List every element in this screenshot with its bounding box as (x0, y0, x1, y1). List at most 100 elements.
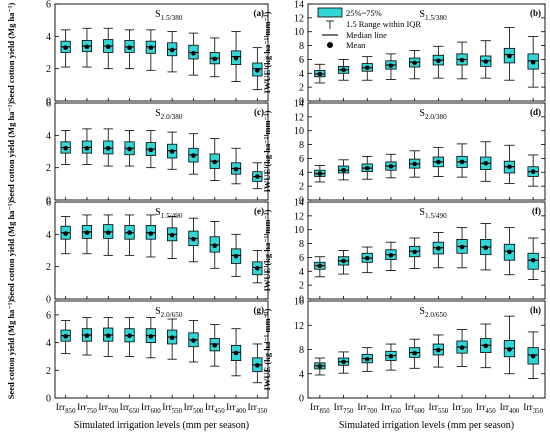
mean-point (507, 53, 512, 59)
mean-point (388, 253, 394, 258)
y-tick-label: 8 (299, 345, 304, 356)
box-plot (456, 329, 468, 367)
box-plot (409, 237, 421, 269)
panel-frame (307, 102, 546, 201)
x-tick-label-base: Irr (476, 403, 486, 413)
y-tick-label: 14 (294, 198, 304, 209)
mean-point (233, 350, 239, 356)
x-tick-label-sub: 550 (438, 408, 449, 415)
box-plot (209, 138, 220, 182)
box-plot (337, 59, 350, 81)
mean-point (148, 231, 154, 236)
box-plot (124, 130, 135, 167)
box-plot (188, 133, 199, 175)
panel-frame (54, 3, 269, 102)
x-tick-label-sub: 550 (172, 408, 183, 415)
box-plot (480, 323, 492, 369)
box-plot (480, 223, 492, 271)
mean-point (233, 166, 239, 172)
mean-point (530, 59, 536, 65)
mean-point (212, 343, 218, 348)
panel-label: (f) (532, 206, 541, 216)
box-plot (361, 56, 373, 81)
mean-point (436, 58, 441, 64)
x-tick-label: Irr400 (226, 403, 246, 415)
box-plot (385, 343, 397, 371)
mean-point (233, 253, 239, 259)
y-tick-label: 14 (294, 99, 304, 110)
box-plot (456, 227, 468, 269)
mean-point (388, 353, 394, 359)
x-tick-label-sub: 600 (414, 408, 425, 415)
y-tick-label: 6 (299, 154, 304, 165)
x-tick-label: Irr850 (310, 403, 330, 415)
y-tick-label: 16 (294, 297, 304, 308)
box-plot (167, 216, 178, 259)
panel-label: (h) (530, 305, 541, 315)
panel-a: 0 2 4 6 Seed cotton yield (Mg ha⁻¹) (a) S1.5/3… (6, 0, 269, 108)
y-tick-label: 12 (294, 13, 304, 24)
y-axis-label: Seed cotton yield (Mg ha⁻¹) (6, 300, 16, 400)
x-tick-label-sub: 700 (367, 408, 378, 415)
panel-frame (307, 3, 546, 102)
box-plot (167, 31, 178, 73)
box-plot (103, 128, 114, 167)
y-tick-label: 6 (299, 253, 304, 264)
x-tick-label-base: Irr (98, 403, 108, 413)
x-tick-label: Irr650 (381, 403, 401, 415)
panel-label: (a) (254, 8, 265, 18)
legend-label-mean: Mean (346, 40, 366, 50)
x-tick-label-sub: 400 (509, 408, 520, 415)
scenario-label: S1.5/490 (419, 207, 447, 220)
x-tick-label: Irr450 (205, 403, 225, 415)
mean-point (255, 363, 260, 368)
box-plot (480, 141, 492, 182)
mean-point (436, 159, 441, 165)
box-plot (209, 324, 220, 367)
box-plot (361, 155, 373, 180)
box-plot (409, 338, 421, 369)
mean-point (84, 44, 90, 50)
mean-point (341, 67, 346, 73)
x-tick-label-base: Irr (56, 403, 66, 413)
x-tick-label-base: Irr (405, 403, 415, 413)
mean-point (191, 338, 196, 343)
x-tick-label-sub: 650 (391, 408, 402, 415)
mean-point (459, 159, 465, 165)
y-axis-label: Seed cotton yield (Mg ha⁻¹) (6, 201, 16, 301)
mean-point (212, 243, 218, 248)
box-plot (103, 214, 114, 256)
x-tick-label: Irr350 (247, 403, 267, 415)
x-tick-label: Irr500 (184, 403, 204, 415)
scenario-label-base: S (419, 108, 425, 119)
y-tick-label: 4 (299, 168, 304, 179)
mean-point (483, 245, 489, 251)
y-tick-label: 2 (299, 182, 304, 193)
mean-point (84, 145, 90, 151)
scenario-label: S2.0/650 (155, 306, 183, 319)
box-plot (252, 343, 263, 384)
panel-frame (54, 201, 269, 300)
y-tick-label: 6 (46, 99, 51, 110)
mean-point (148, 334, 154, 339)
box-plot (188, 32, 199, 76)
mean-point (341, 167, 346, 173)
y-tick-label: 12 (294, 321, 304, 332)
x-tick-label-sub: 850 (319, 408, 330, 415)
x-tick-label-base: Irr (334, 403, 344, 413)
mean-point (364, 356, 370, 362)
mean-point (459, 57, 465, 63)
box-plot (314, 357, 326, 376)
mean-point (317, 71, 323, 77)
mean-point (317, 363, 323, 369)
y-axis-label: IWUE (kg ha⁻¹ mm⁻¹) (262, 11, 272, 93)
mean-point (105, 230, 111, 236)
panel-label: (c) (254, 107, 264, 117)
x-tick-label-sub: 350 (533, 408, 544, 415)
box-plot (432, 334, 444, 368)
mean-point (63, 334, 68, 339)
box-plot (60, 216, 71, 255)
box-plot (409, 50, 421, 80)
box-plot (124, 214, 135, 256)
scenario-label: S2.0/380 (419, 108, 447, 121)
